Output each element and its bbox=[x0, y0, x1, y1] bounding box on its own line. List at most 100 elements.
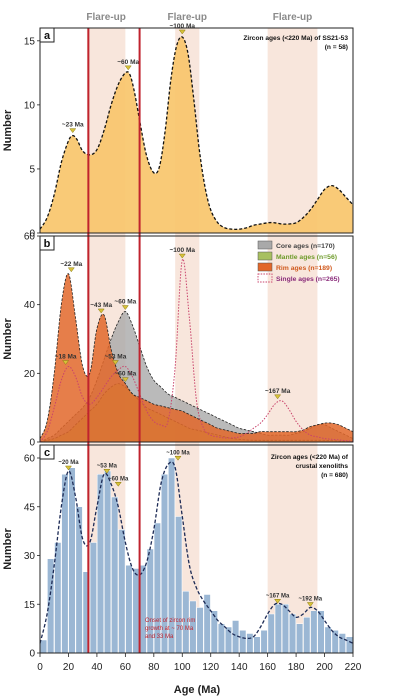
annotation-line-1: Onset of zircon rim bbox=[145, 618, 195, 624]
histogram-bar bbox=[331, 630, 339, 654]
legend-swatch-core bbox=[257, 240, 273, 250]
panel-a: 0 5 10 15 Number ~23 Ma ~60 Ma ~100 Ma bbox=[2, 23, 354, 240]
flare-up-labels: Flare-up Flare-up Flare-up bbox=[86, 12, 312, 23]
histogram-bar bbox=[75, 506, 83, 654]
legend-panel-b: Core ages (n=170) Mantle ages (n=56) Rim a… bbox=[257, 240, 340, 283]
peak-marker bbox=[111, 360, 119, 365]
y-tick-label: 0 bbox=[29, 438, 35, 449]
flare-up-label: Flare-up bbox=[168, 12, 207, 23]
peak-label: ~100 Ma bbox=[166, 450, 190, 456]
peak-marker bbox=[178, 29, 186, 35]
peak-marker bbox=[274, 394, 282, 400]
panel-letter-box bbox=[39, 235, 55, 251]
peak-label: ~167 Ma bbox=[265, 388, 291, 395]
histogram-bar bbox=[40, 639, 48, 654]
histogram-bar bbox=[345, 636, 353, 654]
y-tick-label: 60 bbox=[24, 454, 36, 465]
panel-a-title: Zircon ages (<220 Ma) of SS21-53 bbox=[243, 35, 348, 42]
peak-label: ~60 Ma bbox=[108, 476, 129, 482]
panel-c: 0 15 30 45 60 Number ~20 Ma ~53 Ma ~60 Ma ~100 Ma… bbox=[2, 450, 354, 660]
histogram-bar bbox=[118, 529, 126, 654]
x-tick-label: 200 bbox=[316, 662, 333, 673]
y-tick-label: 45 bbox=[24, 502, 36, 513]
panel-c-title-2: crustal xenoliths bbox=[296, 463, 349, 470]
histogram-bar bbox=[281, 604, 289, 654]
histogram-bar bbox=[246, 633, 254, 654]
y-tick-label: 40 bbox=[24, 300, 36, 311]
histogram-bar bbox=[68, 467, 76, 654]
panel-letter: a bbox=[44, 30, 51, 42]
histogram-bar bbox=[310, 610, 318, 654]
legend-label-core: Core ages (n=170) bbox=[276, 243, 335, 250]
peak-marker bbox=[114, 482, 122, 487]
legend-label-rim: Rim ages (n=189) bbox=[276, 265, 332, 272]
peak-label: ~22 Ma bbox=[60, 261, 82, 268]
series-curve-single bbox=[39, 258, 354, 443]
peak-marker bbox=[121, 305, 129, 310]
histogram-bar bbox=[175, 516, 183, 654]
histogram-bar bbox=[267, 613, 275, 654]
legend-swatch-mantle bbox=[257, 251, 273, 261]
peak-label: ~100 Ma bbox=[170, 247, 196, 254]
series-area-rim bbox=[40, 273, 353, 442]
peak-label: ~60 Ma bbox=[114, 371, 136, 378]
x-axis-label: Age (Ma) bbox=[174, 684, 221, 696]
peak-marker bbox=[97, 308, 105, 314]
peak-label: ~100 Ma bbox=[170, 23, 196, 30]
legend-swatch-rim bbox=[257, 262, 273, 272]
y-tick-label: 60 bbox=[24, 232, 36, 243]
peak-marker bbox=[124, 65, 132, 71]
x-tick-label: 120 bbox=[202, 662, 219, 673]
histogram-bar bbox=[125, 565, 133, 654]
flare-up-band bbox=[267, 28, 318, 653]
red-lines bbox=[87, 28, 141, 653]
peak-marker bbox=[178, 253, 186, 259]
x-tick-label: 40 bbox=[91, 662, 103, 673]
peak-marker bbox=[274, 599, 282, 604]
x-axis: Age (Ma) 0 20 40 60 80 100 120 140 160 180 200 220 bbox=[37, 653, 362, 696]
histogram-bar bbox=[296, 623, 304, 654]
x-tick-label: 220 bbox=[345, 662, 362, 673]
x-tick-label: 160 bbox=[259, 662, 276, 673]
panel-letter-box bbox=[39, 27, 55, 43]
panel-frames: a b c bbox=[39, 27, 354, 654]
panel-letter-box bbox=[39, 444, 55, 460]
y-axis-label: Number bbox=[2, 528, 14, 570]
peak-label: ~53 Ma bbox=[97, 463, 118, 469]
y-axis-label: Number bbox=[2, 318, 14, 360]
flare-up-label: Flare-up bbox=[86, 12, 125, 23]
peak-marker bbox=[174, 456, 182, 461]
peak-label: ~60 Ma bbox=[117, 59, 139, 66]
x-tick-label: 140 bbox=[231, 662, 248, 673]
histogram-bar bbox=[317, 610, 325, 654]
histogram-bar bbox=[303, 617, 311, 654]
panel-frame bbox=[39, 444, 354, 654]
y-tick-label: 0 bbox=[29, 229, 35, 240]
peak-marker bbox=[103, 469, 111, 474]
panel-c-title-1: Zircon ages (<220 Ma) of bbox=[271, 454, 349, 461]
x-tick-label: 20 bbox=[63, 662, 75, 673]
histogram-bar bbox=[217, 623, 225, 654]
legend-label-mantle: Mantle ages (n=56) bbox=[276, 254, 337, 261]
peak-label: ~60 Ma bbox=[114, 299, 136, 306]
annotation-line-3: and 33 Ma bbox=[145, 634, 174, 640]
peak-marker bbox=[67, 267, 75, 273]
flare-up-label: Flare-up bbox=[273, 12, 312, 23]
x-tick-label: 80 bbox=[148, 662, 160, 673]
histogram-bar bbox=[89, 542, 97, 654]
y-tick-label: 20 bbox=[24, 369, 36, 380]
y-axis-label: Number bbox=[2, 109, 14, 151]
histogram-bar bbox=[239, 630, 247, 654]
peak-marker bbox=[121, 377, 129, 383]
x-tick-label: 60 bbox=[120, 662, 132, 673]
peak-label: ~43 Ma bbox=[90, 302, 112, 309]
histogram-bar bbox=[132, 568, 140, 654]
series-outline-rim bbox=[39, 273, 354, 439]
panel-letter: b bbox=[44, 238, 51, 250]
histogram-bar bbox=[338, 633, 346, 654]
legend-label-single: Single ages (n=265) bbox=[276, 276, 340, 283]
panel-a-n: (n = 58) bbox=[325, 44, 348, 51]
peak-marker bbox=[306, 602, 314, 607]
density-curve bbox=[39, 36, 354, 230]
